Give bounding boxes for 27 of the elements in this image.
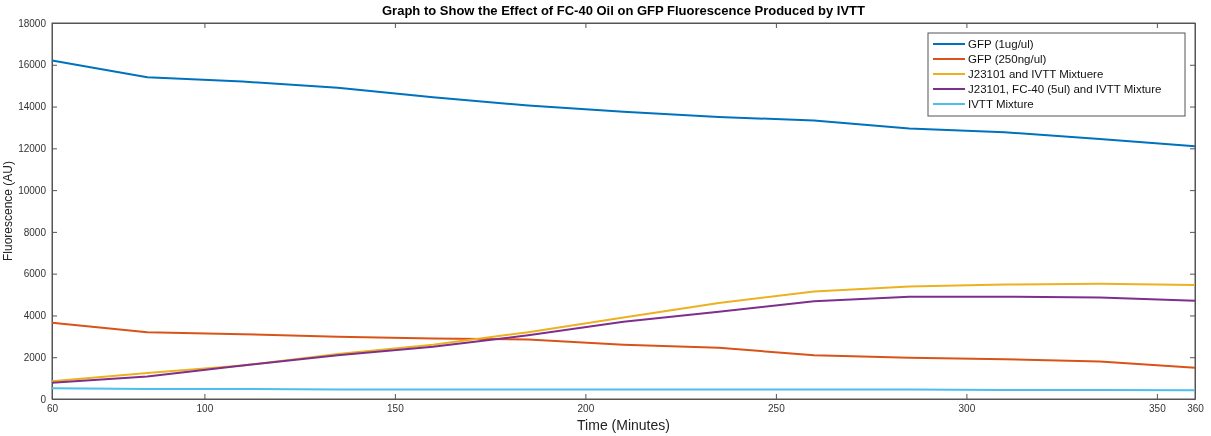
y-axis-title: Fluorescence (AU) xyxy=(1,160,15,262)
x-tick-label: 300 xyxy=(958,403,976,415)
y-tick-label: 4000 xyxy=(23,310,47,322)
x-tick-label: 350 xyxy=(1149,403,1167,415)
y-tick-label: 14000 xyxy=(18,101,47,113)
y-tick-label: 16000 xyxy=(18,59,47,71)
x-axis-title: Time (Minutes) xyxy=(577,417,670,433)
y-tick-label: 18000 xyxy=(18,17,47,29)
x-tick-label: 60 xyxy=(46,403,59,415)
x-tick-label: 360 xyxy=(1187,403,1205,415)
x-tick-label: 150 xyxy=(387,403,405,415)
x-tick-label: 250 xyxy=(768,403,786,415)
line-series xyxy=(51,321,1196,369)
x-tick-label: 100 xyxy=(196,403,214,415)
legend-label: J23101 and IVTT Mixtuere xyxy=(968,68,1104,80)
x-tick-label: 200 xyxy=(577,403,595,415)
legend-label: IVTT Mixture xyxy=(968,98,1034,110)
y-tick-label: 0 xyxy=(40,393,47,405)
y-tick-label: 6000 xyxy=(23,268,47,280)
chart-title: Graph to Show the Effect of FC-40 Oil on GFP Fluorescence Produced by IVTT xyxy=(382,3,866,18)
y-tick-label: 2000 xyxy=(23,351,47,363)
y-tick-label: 8000 xyxy=(23,226,47,238)
y-tick-label: 12000 xyxy=(18,143,47,155)
legend-label: J23101, FC-40 (5ul) and IVTT Mixture xyxy=(968,83,1162,95)
legend-label: GFP (1ug/ul) xyxy=(968,38,1034,50)
legend-label: GFP (250ng/ul) xyxy=(968,53,1047,65)
y-tick-label: 10000 xyxy=(18,184,47,196)
